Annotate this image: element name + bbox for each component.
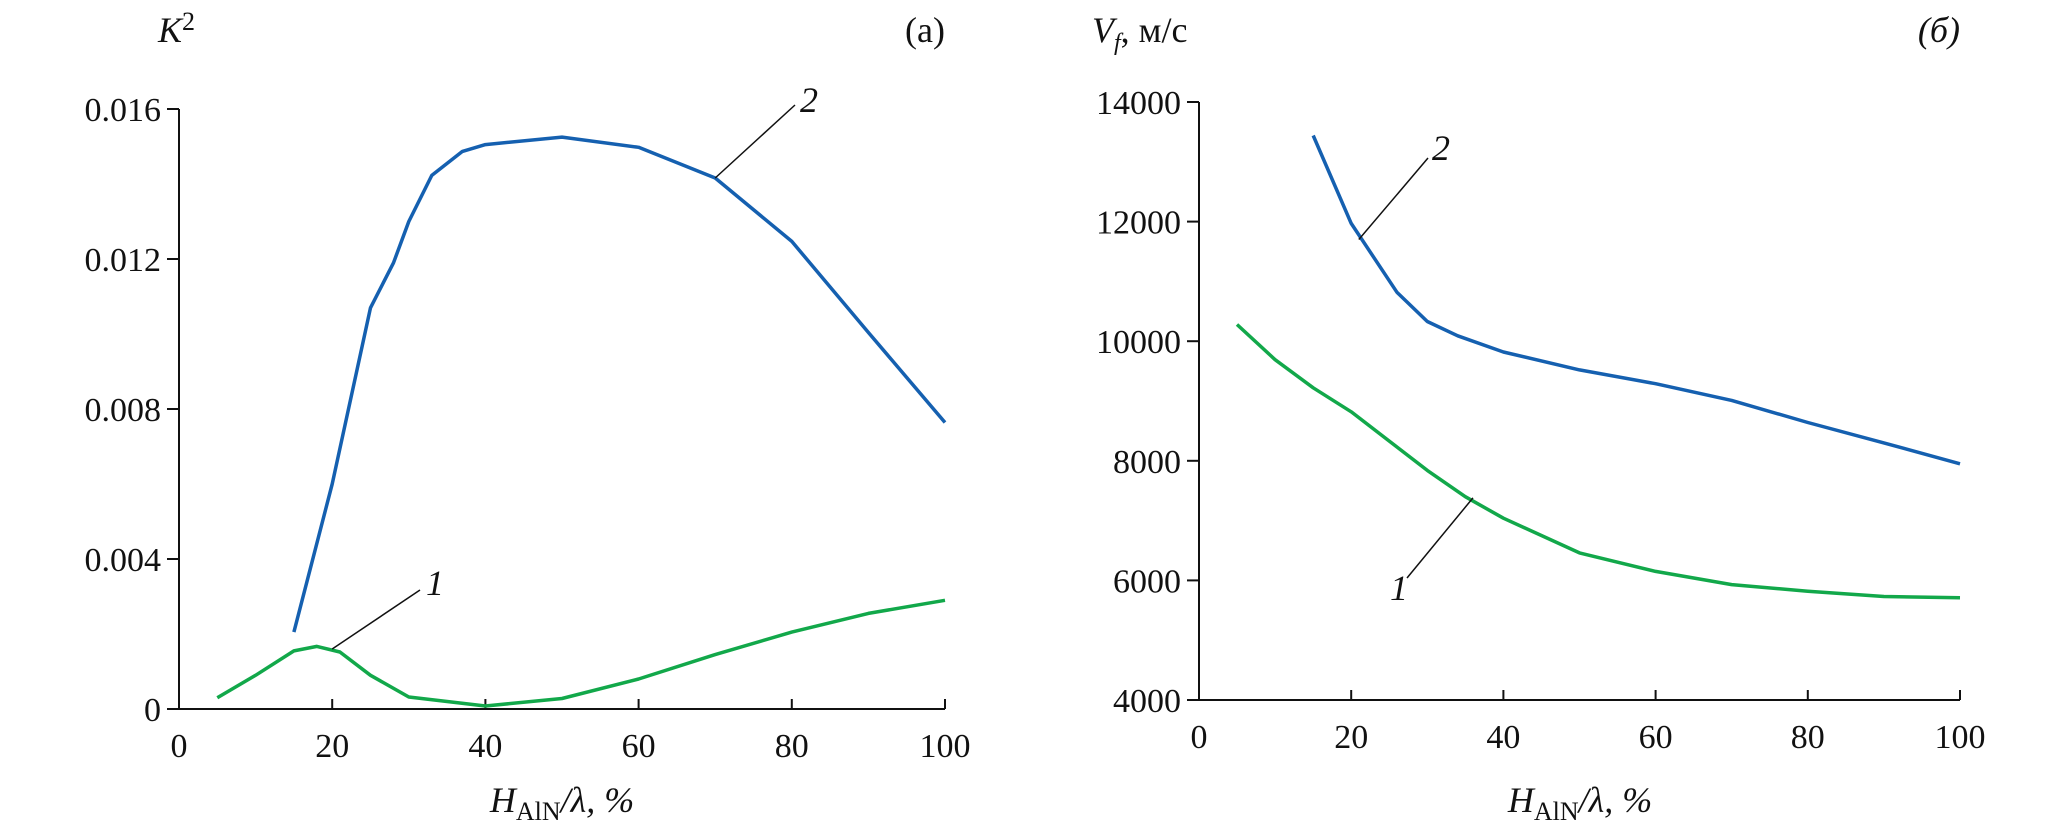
x-tick-label: 80 [775,728,809,765]
x-tick-label: 20 [1334,719,1368,756]
chart-panel-a: K2 (a) HAlN/λ, % 0 20 40 60 80 100 0 0.004 0.008… [85,7,971,826]
y-tick-label: 0.004 [85,542,162,579]
x-tick-label: 80 [1791,719,1825,756]
y-tick-label: 0.016 [85,92,162,129]
series-line-1 [1235,323,1961,600]
series-label: 2 [1432,128,1450,168]
x-axis-label: HAlN/λ, % [489,780,634,826]
series-label: 1 [426,563,444,603]
x-tick-label: 100 [920,728,971,765]
series-leader-line [1406,497,1474,579]
y-tick-label: 0 [144,692,161,729]
series-line-2 [1311,134,1961,466]
x-axis-label: HAlN/λ, % [1507,780,1652,826]
series-label: 1 [1390,568,1408,608]
x-tick-label: 40 [468,728,502,765]
y-tick-label: 0.008 [85,392,162,429]
x-tick-label: 60 [1639,719,1673,756]
series-leader-line [1358,157,1429,241]
series-line-1 [216,598,946,708]
y-tick-label: 4000 [1113,683,1181,720]
series-leader-line [331,589,421,650]
y-axis-label: K2 [157,7,195,50]
x-tick-label: 60 [622,728,656,765]
panel-label: (б) [1918,10,1960,50]
panel-label: (a) [905,10,945,50]
y-tick-label: 6000 [1113,563,1181,600]
y-tick-label: 14000 [1096,85,1181,122]
y-tick-label: 12000 [1096,205,1181,242]
x-tick-label: 0 [1191,719,1208,756]
y-tick-label: 10000 [1096,324,1181,361]
x-tick-label: 20 [315,728,349,765]
series-label: 2 [800,80,818,120]
x-tick-label: 0 [171,728,188,765]
y-tick-label: 0.012 [85,242,162,279]
series-line-2 [292,135,947,633]
series-leader-line [714,104,796,179]
x-tick-label: 100 [1935,719,1986,756]
x-tick-label: 40 [1486,719,1520,756]
y-axis-label: Vf, м/с [1092,10,1187,56]
y-tick-label: 8000 [1113,444,1181,481]
chart-panel-b: Vf, м/с (б) HAlN/λ, % 0 20 40 60 80 100 4000 60… [1092,10,1986,826]
